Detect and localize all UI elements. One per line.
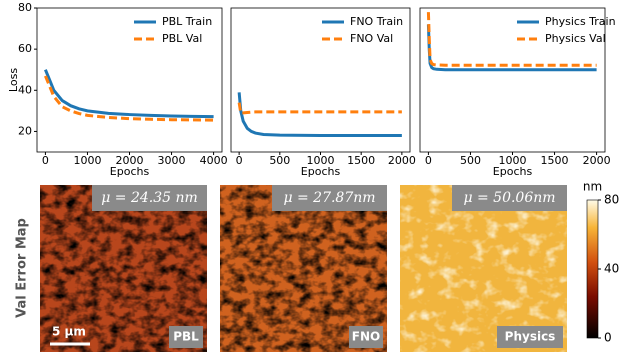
x-axis-label: Epochs — [301, 165, 341, 178]
y-tick-label: 20 — [18, 124, 32, 137]
model-label: Physics — [505, 330, 556, 344]
colorbar-tick-label: 80 — [604, 193, 619, 207]
mean-label: μ = 24.35 nm — [101, 190, 198, 206]
mean-label: μ = 27.87nm — [283, 190, 375, 206]
colorbar — [587, 200, 598, 338]
x-tick-label: 4000 — [200, 154, 228, 167]
line-series — [45, 70, 213, 117]
y-tick-label: 80 — [18, 1, 32, 14]
figure: Val Error Map 0100020003000400020406080E… — [0, 0, 628, 356]
scale-bar-label: 5 μm — [52, 325, 86, 339]
plot-area — [420, 8, 605, 152]
legend-label: PBL Val — [162, 32, 202, 45]
row-label: Val Error Map — [15, 218, 30, 318]
colorbar-title: nm — [583, 180, 602, 194]
line-series — [239, 92, 402, 135]
model-label: PBL — [173, 330, 199, 344]
legend-label: FNO Train — [350, 15, 403, 28]
mean-label: μ = 50.06nm — [463, 190, 555, 206]
x-tick-label: 0 — [42, 154, 49, 167]
legend-label: PBL Train — [162, 15, 212, 28]
plot-area — [231, 8, 410, 152]
colorbar-tick-label: 0 — [604, 331, 612, 345]
line-series — [239, 103, 402, 113]
x-axis-label: Epochs — [493, 165, 533, 178]
x-tick-label: 0 — [425, 154, 432, 167]
legend-label: FNO Val — [350, 32, 393, 45]
x-tick-label: 1500 — [347, 154, 375, 167]
x-tick-label: 500 — [269, 154, 290, 167]
x-axis-label: Epochs — [110, 165, 150, 178]
x-tick-label: 1500 — [541, 154, 569, 167]
model-label: FNO — [352, 330, 380, 344]
x-tick-label: 2000 — [583, 154, 611, 167]
legend-label: Physics Train — [545, 15, 616, 28]
y-tick-label: 40 — [18, 83, 32, 96]
legend-label: Physics Val — [545, 32, 606, 45]
x-tick-label: 1000 — [73, 154, 101, 167]
x-tick-label: 0 — [236, 154, 243, 167]
x-tick-label: 3000 — [158, 154, 186, 167]
x-tick-label: 2000 — [388, 154, 416, 167]
y-axis-label: Loss — [7, 68, 20, 92]
y-tick-label: 60 — [18, 42, 32, 55]
plot-area — [37, 8, 222, 152]
x-tick-label: 500 — [460, 154, 481, 167]
colorbar-tick-label: 40 — [604, 262, 619, 276]
